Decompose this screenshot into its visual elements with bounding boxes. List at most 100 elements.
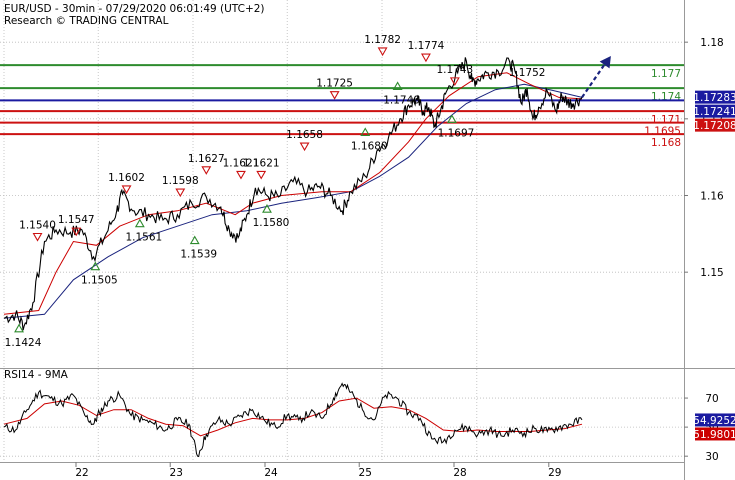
pivot-annotation: 1.1621 bbox=[223, 157, 260, 180]
time-axis-tick-label: 23 bbox=[170, 467, 183, 479]
level-label: 1.177 bbox=[651, 68, 681, 80]
pivot-annotation: 1.1627 bbox=[188, 153, 225, 175]
time-axis-tick-label: 22 bbox=[75, 467, 88, 479]
price-tag: 1.17241 bbox=[693, 104, 735, 118]
pivot-annotation: 1.1540 bbox=[19, 220, 56, 242]
rsi-axis-tick-label: 30 bbox=[705, 451, 718, 463]
pivot-high-label: 1.1602 bbox=[108, 172, 145, 184]
pivot-low-marker bbox=[447, 114, 457, 124]
pivot-annotation: 1.1602 bbox=[108, 172, 145, 195]
pivot-high-marker bbox=[71, 227, 82, 237]
pivot-high-marker bbox=[377, 47, 388, 57]
time-axis-tick-label: 28 bbox=[453, 467, 466, 479]
pivot-high-label: 1.1598 bbox=[162, 175, 199, 187]
pivot-low-marker bbox=[262, 204, 272, 213]
rsi-title: RSI14 - 9MA bbox=[4, 369, 69, 381]
fast-moving-average-line bbox=[3, 72, 583, 315]
pivot-high-label: 1.1782 bbox=[364, 34, 401, 46]
pivot-high-label: 1.1621 bbox=[223, 157, 260, 169]
pivot-low-label: 1.1539 bbox=[180, 249, 217, 261]
forecast-arrow-head bbox=[599, 55, 611, 69]
price-tag: 1.17283 bbox=[693, 90, 735, 104]
pivot-low-label: 1.1680 bbox=[351, 141, 388, 153]
pivot-low-marker bbox=[14, 323, 24, 333]
price-axis-tick-label: 1.15 bbox=[700, 267, 723, 279]
pivot-low-marker bbox=[392, 81, 403, 91]
pivot-high-marker bbox=[299, 142, 310, 152]
pivot-annotation: 1.1725 bbox=[316, 78, 353, 100]
target-label: 1.1752 bbox=[509, 67, 546, 79]
rsi-tag-text: 54.9252 bbox=[693, 415, 735, 427]
level-label: 1.1695 bbox=[644, 126, 681, 138]
pivot-annotation: 1.1598 bbox=[162, 175, 199, 198]
pivot-low-label: 1.1740 bbox=[383, 95, 420, 107]
price-line bbox=[3, 57, 583, 331]
pivot-low-label: 1.1561 bbox=[125, 232, 162, 244]
rsi-tag: 51.9801 bbox=[693, 427, 735, 441]
pivot-high-marker bbox=[329, 91, 340, 100]
pivot-high-marker bbox=[236, 170, 246, 180]
pivot-annotation: 1.1505 bbox=[81, 261, 118, 287]
rsi-panel: RSI14 - 9MA bbox=[0, 369, 684, 458]
pivot-high-label: 1.1540 bbox=[19, 220, 56, 232]
pivot-high-label: 1.1725 bbox=[316, 78, 353, 90]
rsi-axis-markers: 54.9252 51.9801 bbox=[693, 413, 735, 441]
forecast-arrow bbox=[581, 55, 611, 98]
pivot-low-label: 1.1697 bbox=[438, 127, 475, 139]
price-tag-text: 1.17208 bbox=[693, 120, 735, 132]
pivot-annotation: 1.1697 bbox=[438, 114, 475, 139]
pivot-annotation: 1.1680 bbox=[351, 127, 388, 153]
rsi-tag-box bbox=[695, 427, 735, 441]
rsi-axis-tick-label: 70 bbox=[705, 393, 718, 405]
pivot-annotations: 1.1424 1.1540 1.1547 1.1505 1.1602 1.1561 1.15… bbox=[5, 34, 546, 349]
pivot-annotation: 1.1561 bbox=[125, 218, 162, 244]
price-axis-markers: 1.17283 1.17241 1.17208 bbox=[693, 90, 735, 132]
pivot-high-label: 1.1621 bbox=[243, 157, 280, 169]
time-axis-tick-label: 29 bbox=[548, 467, 561, 479]
pivot-high-marker bbox=[420, 53, 431, 63]
slow-moving-average-line bbox=[3, 83, 583, 319]
pivot-low-label: 1.1580 bbox=[253, 217, 290, 229]
pivot-annotation: 1.1658 bbox=[286, 129, 323, 152]
pivot-high-marker bbox=[201, 166, 212, 175]
pivot-high-label: 1.1743 bbox=[436, 64, 473, 76]
pivot-high-marker bbox=[32, 232, 43, 242]
pivot-annotation: 1.1539 bbox=[180, 235, 217, 261]
pivot-annotation: 1.1774 bbox=[408, 40, 445, 63]
pivot-annotation: 1.1752 bbox=[509, 67, 546, 79]
pivot-annotation: 1.1782 bbox=[364, 34, 401, 57]
pivot-annotation: 1.1621 bbox=[243, 157, 280, 180]
pivot-high-label: 1.1627 bbox=[188, 153, 225, 165]
pivot-high-marker bbox=[449, 77, 460, 86]
level-label: 1.171 bbox=[651, 114, 681, 126]
rsi-tag-text: 51.9801 bbox=[693, 429, 735, 441]
price-tag: 1.17208 bbox=[693, 118, 735, 132]
pivot-low-marker bbox=[189, 235, 200, 245]
price-grid bbox=[0, 0, 684, 462]
rsi-line bbox=[3, 382, 583, 458]
chart-title: EUR/USD - 30min - 07/29/2020 06:01:49 (U… bbox=[4, 3, 265, 15]
price-tag-box bbox=[695, 118, 735, 132]
pivot-high-label: 1.1774 bbox=[408, 40, 445, 52]
price-axis-tick-label: 1.16 bbox=[700, 191, 724, 203]
rsi-tag: 54.9252 bbox=[693, 413, 735, 427]
pivot-annotation: 1.1743 bbox=[436, 64, 473, 86]
time-axis-tick-label: 25 bbox=[359, 467, 372, 479]
pivot-annotation: 1.1547 bbox=[58, 214, 95, 237]
time-axis: 22 23 24 25 28 29 bbox=[75, 462, 561, 479]
forecast-arrow-shaft bbox=[581, 60, 608, 98]
rsi-tag-box bbox=[695, 413, 735, 427]
pivot-low-marker bbox=[360, 127, 371, 137]
pivot-high-label: 1.1547 bbox=[58, 214, 95, 226]
price-axis-tick-label: 1.18 bbox=[700, 37, 723, 49]
price-tag-text: 1.17241 bbox=[693, 106, 735, 118]
pivot-high-label: 1.1658 bbox=[286, 129, 323, 141]
chart-source: Research © TRADING CENTRAL bbox=[4, 15, 169, 27]
pivot-annotation: 1.1424 bbox=[5, 323, 42, 349]
pivot-low-label: 1.1505 bbox=[81, 275, 118, 287]
pivot-high-marker bbox=[121, 185, 132, 195]
price-tag-box bbox=[695, 104, 735, 118]
price-tag-box bbox=[695, 90, 735, 104]
